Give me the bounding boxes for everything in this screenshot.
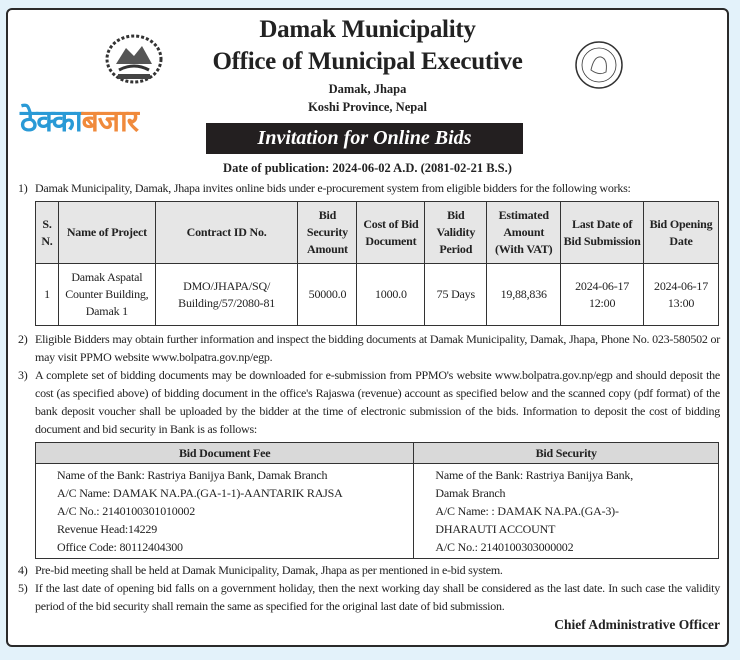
watermark-part1: ठेक्का [20,104,83,139]
clause-1: 1) Damak Municipality, Damak, Jhapa invit… [18,179,720,197]
account-number: A/C No.: 2140100303000002 [435,540,574,554]
cell-estimated: 19,88,836 [486,263,562,326]
table-row: 1 Damak Aspatal Counter Building, Damak … [35,263,719,326]
clause-3: 3) A complete set of bidding documents ma… [18,366,720,438]
header-sn: S. N. [35,201,59,264]
header-last-date: Last Date of Bid Submission [560,201,645,264]
office-code: Office Code: 80112404300 [57,540,183,554]
header-bid-document-fee: Bid Document Fee [34,442,415,464]
nepal-emblem-icon [105,34,163,84]
clause-number: 1) [18,181,28,195]
header-validity: Bid Validity Period [424,201,488,264]
office-title: Office of Municipal Executive [212,48,523,75]
bids-table: S. N. Name of Project Contract ID No. Bi… [35,201,719,326]
bid-security-details: Name of the Bank: Rastriya Banijya Bank,… [413,463,719,559]
revenue-head: Revenue Head:14229 [57,522,158,536]
header-cost: Cost of Bid Document [356,201,426,264]
bid-fee-details: Name of the Bank: Rastriya Banijya Bank,… [34,463,415,559]
clause-number: 2) [18,332,28,346]
header-contract-id: Contract ID No. [154,201,299,264]
account-name: A/C Name: DAMAK NA.PA.(GA-1-1)-AANTARIK … [57,486,343,500]
cell-project: Damak Aspatal Counter Building, Damak 1 [57,263,156,326]
clause-number: 3) [18,368,28,382]
notice-body: 1) Damak Municipality, Damak, Jhapa invit… [18,179,720,633]
clause-5: 5) If the last date of opening bid falls … [18,579,720,615]
cell-cost: 1000.0 [356,263,426,326]
header-project: Name of Project [57,201,156,264]
bank-name: Name of the Bank: Rastriya Banijya Bank,… [57,468,328,482]
bank-details-table: Bid Document Fee Bid Security Name of the… [34,442,719,559]
province: Koshi Province, Nepal [308,100,427,114]
cell-opening: 2024-06-17 13:00 [643,263,719,326]
clause-text: A complete set of bidding documents may … [35,368,720,436]
clause-text: If the last date of opening bid falls on… [35,581,720,613]
watermark-part2: बजार [81,104,139,139]
clause-text: Eligible Bidders may obtain further info… [35,332,720,364]
clause-4: 4) Pre-bid meeting shall be held at Damak… [18,561,720,579]
bank-name: Name of the Bank: Rastriya Banijya Bank, [435,468,634,482]
account-name-cont: DHARAUTI ACCOUNT [435,522,556,536]
cell-bid-security: 50000.0 [297,263,358,326]
municipality-seal-icon [575,41,623,89]
notice-banner: Invitation for Online Bids [206,123,523,154]
cell-last-date: 2024-06-17 12:00 [560,263,645,326]
account-number: A/C No.: 2140100301010002 [57,504,196,518]
cell-sn: 1 [35,263,59,326]
location: Damak, Jhapa [328,82,407,96]
header-estimated: Estimated Amount (With VAT) [486,201,562,264]
clause-2: 2) Eligible Bidders may obtain further in… [18,330,720,366]
signature: Chief Administrative Officer [554,617,720,632]
clause-number: 5) [18,581,28,595]
header-bid-security: Bid Security Amount [297,201,358,264]
clause-text: Damak Municipality, Damak, Jhapa invites… [35,181,631,195]
header-opening: Bid Opening Date [643,201,719,264]
watermark-logo: ठेक्काबजार [20,102,200,142]
clause-number: 4) [18,563,28,577]
clause-text: Pre-bid meeting shall be held at Damak M… [35,563,503,577]
account-name: A/C Name: : DAMAK NA.PA.(GA-3)- [435,504,619,518]
cell-validity: 75 Days [424,263,488,326]
notice-card: Damak Municipality Office of Municipal E… [6,8,729,647]
cell-contract-id: DMO/JHAPA/SQ/ Building/57/2080-81 [154,263,299,326]
header-bid-security: Bid Security [413,442,719,464]
publication-date: Date of publication: 2024-06-02 A.D. (20… [223,161,512,175]
bank-branch: Damak Branch [435,486,506,500]
table-header-row: S. N. Name of Project Contract ID No. Bi… [35,201,719,264]
page-title: Damak Municipality [259,16,476,43]
